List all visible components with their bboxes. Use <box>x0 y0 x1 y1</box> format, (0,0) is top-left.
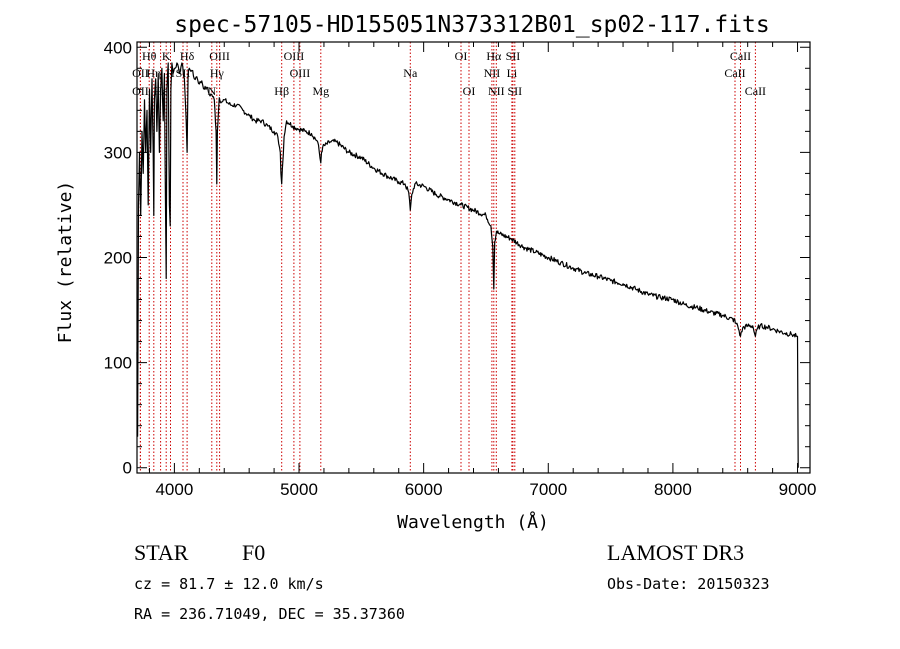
line-marker-label: Li <box>507 66 518 80</box>
line-marker-label: OIII <box>284 49 305 63</box>
y-axis-ticks: 0 100 200 300 400 <box>104 38 810 478</box>
line-marker-label: NII <box>484 66 501 80</box>
line-marker-label: SII <box>506 49 521 63</box>
spectral-subclass: F0 <box>242 540 266 565</box>
x-tick-label: 4000 <box>155 480 193 499</box>
y-tick-label: 400 <box>104 38 132 57</box>
line-marker-label: OI <box>463 84 476 98</box>
line-marker-label: CaII <box>730 49 751 63</box>
y-tick-label: 0 <box>123 459 132 478</box>
coordinates: RA = 236.71049, DEC = 35.37360 <box>134 605 405 623</box>
line-marker-label: K <box>162 49 171 63</box>
line-marker-label: Mg <box>312 84 329 98</box>
object-type: STAR <box>134 540 189 565</box>
survey-name: LAMOST DR3 <box>607 540 745 565</box>
line-marker-label: OII <box>132 84 149 98</box>
line-marker-label: Hθ <box>142 49 157 63</box>
line-marker-label: Hγ <box>210 66 225 80</box>
line-marker-label: N <box>207 84 216 98</box>
line-marker-label: Na <box>403 66 418 80</box>
line-marker-label: OIII <box>209 49 230 63</box>
line-marker-label: CaII <box>724 66 745 80</box>
spectrum-line <box>136 62 799 468</box>
y-axis-label: Flux (relative) <box>55 181 76 344</box>
line-marker-label: OI <box>455 49 468 63</box>
chart-title: spec-57105-HD155051N373312B01_sp02-117.f… <box>174 12 769 38</box>
x-tick-label: 9000 <box>779 480 817 499</box>
plot-frame <box>136 41 811 474</box>
line-marker-label: H <box>166 66 175 80</box>
x-tick-label: 6000 <box>405 480 443 499</box>
line-marker-label: Hη <box>146 66 161 80</box>
redshift-velocity: cz = 81.7 ± 12.0 km/s <box>134 575 324 593</box>
observation-date: Obs-Date: 20150323 <box>607 575 770 593</box>
line-marker-label: OII <box>132 66 149 80</box>
y-tick-label: 100 <box>104 354 132 373</box>
line-marker-label: OIII <box>290 66 311 80</box>
x-tick-label: 7000 <box>529 480 567 499</box>
line-marker-label: NII <box>488 84 505 98</box>
line-marker-label: Hα <box>486 49 502 63</box>
y-tick-label: 300 <box>104 143 132 162</box>
line-marker-label: SII <box>507 84 522 98</box>
x-axis-label: Wavelength (Å) <box>397 511 549 533</box>
line-marker-label: Hβ <box>274 84 289 98</box>
x-tick-label: 5000 <box>280 480 318 499</box>
line-marker-label: Hδ <box>180 49 195 63</box>
x-tick-label: 8000 <box>654 480 692 499</box>
x-axis-ticks: 4000 5000 6000 7000 8000 9000 <box>148 42 817 499</box>
line-marker-label: CaII <box>745 84 766 98</box>
y-tick-label: 200 <box>104 249 132 268</box>
